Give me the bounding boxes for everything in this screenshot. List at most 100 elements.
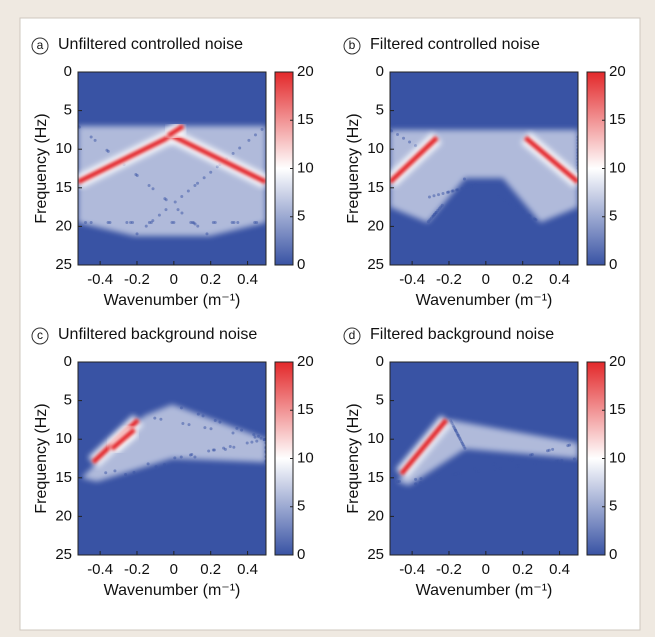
heatmap-texture-speckle <box>450 189 454 193</box>
x-tick-label: 0.4 <box>549 271 570 288</box>
colorbar-tick-label: 0 <box>609 256 617 273</box>
heatmap-texture-speckle <box>191 221 195 225</box>
y-tick-label: 0 <box>376 63 384 80</box>
heatmap-texture-band <box>390 129 578 223</box>
heatmap-texture-speckle <box>419 477 423 481</box>
heatmap-texture-speckle <box>231 152 235 156</box>
heatmap-texture-speckle <box>460 440 464 444</box>
heatmap-texture-speckle <box>89 221 93 225</box>
heatmap-texture-speckle <box>419 481 423 485</box>
heatmap-texture-speckle <box>238 146 242 150</box>
heatmap-texture-speckle <box>135 232 139 236</box>
heatmap-texture-speckle <box>551 447 555 451</box>
heatmap-texture-ridge <box>390 135 439 184</box>
y-tick-label: 5 <box>376 102 384 119</box>
panel-label-circle <box>343 37 361 55</box>
heatmap-texture-speckle <box>163 197 167 201</box>
heatmap-texture-ridge <box>170 133 266 185</box>
x-axis-label: Wavenumber (m⁻¹) <box>416 582 553 599</box>
colorbar-tick-label: 5 <box>609 498 617 515</box>
heatmap-texture-speckle <box>456 434 460 438</box>
heatmap-texture-speckle <box>245 441 249 445</box>
x-tick-label: -0.2 <box>436 561 462 578</box>
heatmap-texture-speckle <box>260 127 264 131</box>
heatmap-texture-speckle <box>181 421 185 425</box>
heatmap-texture-speckle <box>173 200 177 204</box>
colorbar-tick-label: 15 <box>297 111 314 128</box>
x-tick-label: 0.4 <box>237 561 258 578</box>
heatmap-texture-speckle <box>547 448 551 452</box>
panel-title: Filtered background noise <box>370 326 554 343</box>
y-tick-label: 15 <box>367 179 384 196</box>
x-tick-label: 0.2 <box>200 271 221 288</box>
heatmap-texture-speckle <box>186 189 190 193</box>
heatmap-texture <box>395 415 578 486</box>
heatmap-texture-speckle <box>104 471 108 475</box>
colorbar-tick-label: 0 <box>297 256 305 273</box>
x-tick-label: 0 <box>170 561 178 578</box>
heatmap-texture-speckle <box>453 428 457 432</box>
y-tick-label: 20 <box>55 507 72 524</box>
heatmap-texture-speckle <box>554 459 558 463</box>
heatmap-texture-speckle <box>255 439 259 443</box>
y-tick-label: 0 <box>376 353 384 370</box>
x-tick-label: 0 <box>482 271 490 288</box>
heatmap-texture-speckle <box>502 198 506 202</box>
y-tick-label: 10 <box>367 140 384 157</box>
y-tick-label: 10 <box>367 430 384 447</box>
colorbar-tick-label: 20 <box>297 63 314 80</box>
heatmap-texture-speckle <box>236 221 240 225</box>
heatmap-texture-speckle <box>187 423 191 427</box>
heatmap-texture-band <box>81 404 266 482</box>
heatmap-texture-band <box>397 419 578 486</box>
heatmap-texture-speckle <box>149 221 153 225</box>
heatmap-texture-speckle <box>414 144 418 148</box>
heatmap-texture-speckle <box>89 135 93 139</box>
heatmap-texture-speckle <box>173 456 177 460</box>
heatmap-texture-speckle <box>491 462 495 466</box>
heatmap-texture-speckle <box>179 455 183 459</box>
colorbar-tick-label: 5 <box>609 208 617 225</box>
heatmap-texture-speckle <box>147 183 151 187</box>
y-tick-label: 10 <box>55 140 72 157</box>
heatmap-texture-speckle <box>252 433 256 437</box>
heatmap-texture-speckle <box>240 428 244 432</box>
heatmap-texture-speckle <box>256 434 260 438</box>
heatmap-texture-speckle <box>473 467 477 471</box>
y-tick-label: 25 <box>367 546 384 563</box>
panel-title: Filtered controlled noise <box>370 36 540 53</box>
x-axis-label: Wavenumber (m⁻¹) <box>104 582 241 599</box>
x-tick-label: -0.4 <box>87 271 113 288</box>
heatmap-texture-ridge <box>110 427 137 451</box>
heatmap-texture-speckle <box>253 435 257 439</box>
heatmap-texture-speckle <box>408 140 412 144</box>
heatmap-texture-speckle <box>560 459 564 463</box>
y-tick-label: 25 <box>367 256 384 273</box>
heatmap-texture-speckle <box>231 431 235 435</box>
colorbar-tick-label: 20 <box>609 353 626 370</box>
heatmap-texture-speckle <box>78 125 81 129</box>
x-tick-label: 0.4 <box>237 271 258 288</box>
heatmap-texture-speckle <box>125 221 129 225</box>
y-tick-label: 5 <box>64 102 72 119</box>
heatmap-texture <box>390 128 578 224</box>
x-tick-label: -0.4 <box>87 561 113 578</box>
colorbar-tick-label: 10 <box>609 449 626 466</box>
heatmap-texture-speckle <box>253 133 257 137</box>
heatmap-texture-speckle <box>235 426 239 430</box>
heatmap-texture-speckle <box>572 457 576 461</box>
y-tick-label: 25 <box>55 256 72 273</box>
panel-label: d <box>349 328 356 342</box>
x-tick-label: -0.4 <box>399 561 425 578</box>
heatmap-texture-speckle <box>209 170 213 174</box>
heatmap-texture-speckle <box>526 213 530 217</box>
heatmap-texture-speckle <box>496 195 500 199</box>
heatmap-texture <box>78 120 266 237</box>
heatmap-texture-speckle <box>414 477 418 481</box>
heatmap-texture-speckle <box>533 462 537 466</box>
x-tick-label: 0.4 <box>549 561 570 578</box>
heatmap-texture-speckle <box>514 206 518 210</box>
colorbar-tick-label: 20 <box>297 353 314 370</box>
colorbar-tick-label: 20 <box>609 63 626 80</box>
heatmap-texture-speckle <box>397 479 401 483</box>
